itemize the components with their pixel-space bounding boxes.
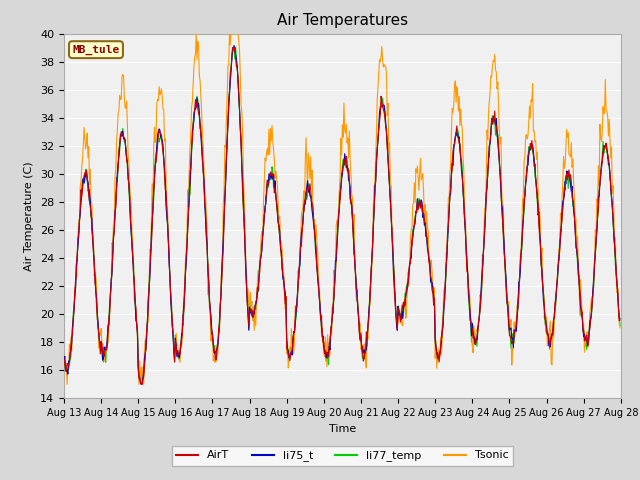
Text: MB_tule: MB_tule [72,45,120,55]
Y-axis label: Air Temperature (C): Air Temperature (C) [24,161,35,271]
Title: Air Temperatures: Air Temperatures [277,13,408,28]
Legend: AirT, li75_t, li77_temp, Tsonic: AirT, li75_t, li77_temp, Tsonic [172,446,513,466]
X-axis label: Time: Time [329,424,356,433]
